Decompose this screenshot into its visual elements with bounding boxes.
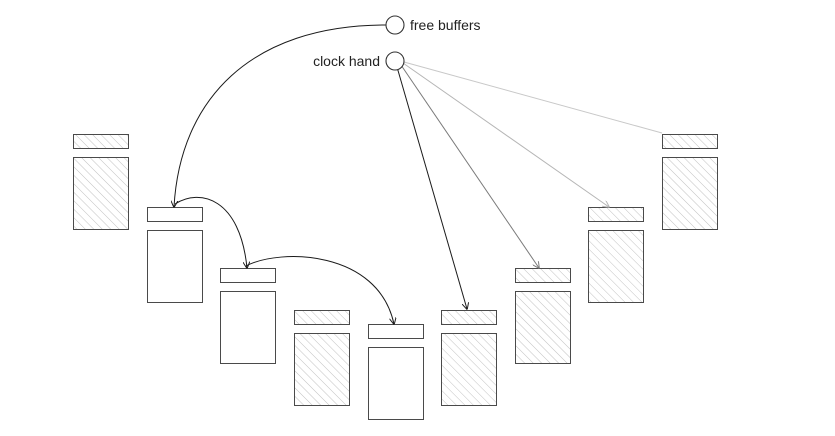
buffer-page [368, 347, 424, 420]
buffer-header [441, 310, 497, 325]
buffer-page [73, 157, 129, 230]
buffer-6 [441, 310, 497, 406]
buffer-header [73, 134, 129, 149]
clock-hand-label: clock hand [313, 53, 380, 69]
clock-arrow-to-buffer-7 [400, 64, 539, 268]
buffer-1 [73, 134, 129, 230]
buffer-9 [662, 134, 718, 230]
free-buffers-circle [385, 15, 405, 35]
buffer-header [368, 324, 424, 339]
clock-arrow-to-buffer-8 [402, 62, 609, 207]
buffer-7 [515, 268, 571, 364]
clock-hand-arrows [396, 61, 663, 309]
clock-hand-node: clock hand [313, 51, 405, 71]
buffer-page [662, 157, 718, 230]
buffer-4 [294, 310, 350, 406]
buffer-8 [588, 207, 644, 303]
free-buffers-label: free buffers [410, 17, 481, 33]
clock-hand-circle [385, 51, 405, 71]
buffers-layer [73, 134, 718, 420]
buffer-header [588, 207, 644, 222]
clock-arrow-to-buffer-9 [403, 61, 663, 134]
buffer-page [294, 333, 350, 406]
free-list-arrow-head [174, 24, 387, 207]
free-list-chain [174, 24, 394, 324]
buffer-page [147, 230, 203, 303]
buffer-header [220, 268, 276, 283]
buffer-3 [220, 268, 276, 364]
buffer-page [515, 291, 571, 364]
buffer-header [147, 207, 203, 222]
buffer-header [294, 310, 350, 325]
buffer-page [220, 291, 276, 364]
buffer-page [588, 230, 644, 303]
buffer-2 [147, 207, 203, 303]
free-buffers-node: free buffers [385, 15, 481, 35]
buffer-header [515, 268, 571, 283]
buffer-header [662, 134, 718, 149]
buffer-page [441, 333, 497, 406]
clock-arrow-to-buffer-6 [396, 66, 467, 309]
free-list-arrow-3-to-5 [245, 256, 394, 324]
free-list-arrow-2-to-3 [174, 196, 247, 268]
buffer-5 [368, 324, 424, 420]
